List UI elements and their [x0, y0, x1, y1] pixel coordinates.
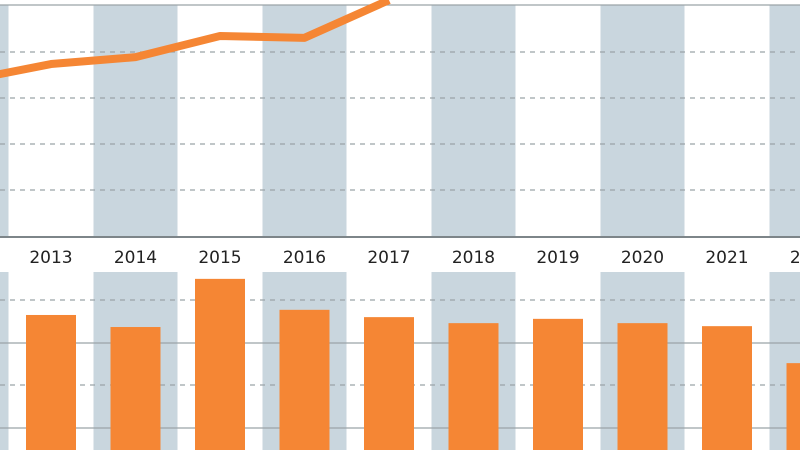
bar-2017 [364, 317, 414, 450]
bar-2019 [533, 318, 583, 450]
band-top-2014 [93, 5, 178, 237]
band-top-2012 [0, 5, 9, 237]
tick-label-2019: 2019 [536, 248, 579, 268]
tick-label-2018: 2018 [452, 248, 495, 268]
tick-label-2015: 2015 [198, 248, 241, 268]
bar-2020 [617, 323, 668, 450]
bar-2013 [26, 314, 76, 450]
tick-label-2016: 2016 [283, 248, 326, 268]
band-bottom-2012 [0, 272, 9, 450]
bar-2021 [702, 326, 752, 450]
line-series [0, 0, 391, 79]
tick-label-2017: 2017 [367, 248, 410, 268]
bar-2014 [110, 327, 161, 450]
band-top-2020 [600, 5, 685, 237]
band-top-2016 [262, 5, 347, 237]
tick-label-2020: 2020 [621, 248, 664, 268]
band-top-2018 [431, 5, 516, 237]
bar-2018 [448, 323, 499, 450]
bar-2022 [786, 363, 800, 450]
tick-label-2013: 2013 [29, 248, 72, 268]
bar-2016 [279, 309, 330, 450]
band-top-2022 [769, 5, 800, 237]
tick-label-2022: 2022 [790, 248, 800, 268]
bar-2015 [195, 278, 245, 450]
tick-label-2021: 2021 [705, 248, 748, 268]
tick-label-2014: 2014 [114, 248, 157, 268]
